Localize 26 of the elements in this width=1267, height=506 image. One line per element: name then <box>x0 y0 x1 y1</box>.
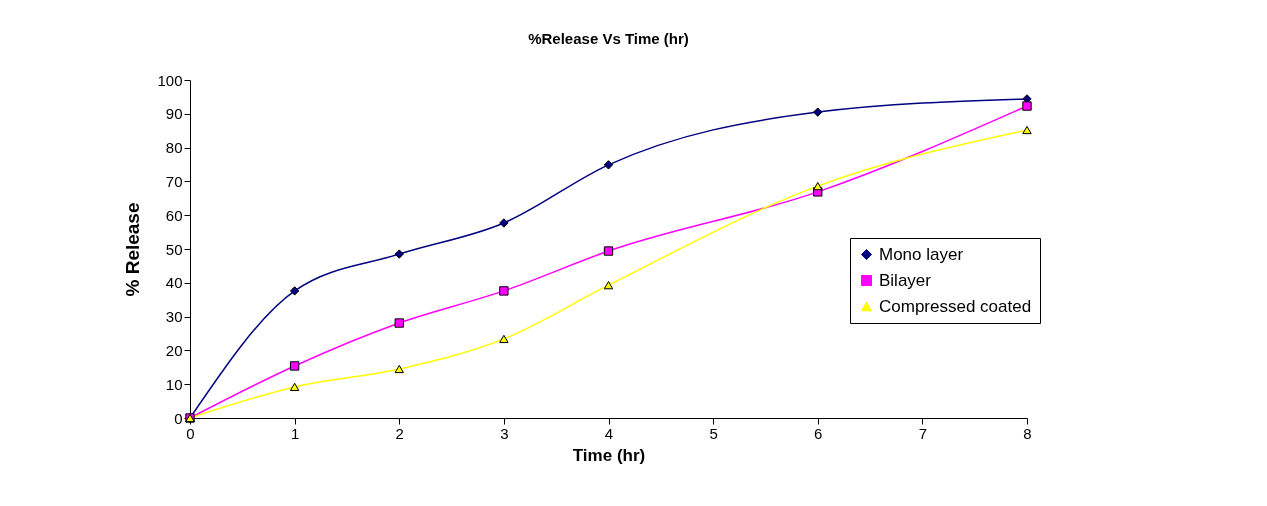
legend-label: Mono layer <box>879 244 964 264</box>
x-tick-label: 0 <box>186 424 195 442</box>
y-tick-label: 20 <box>165 341 183 359</box>
y-tick-label: 30 <box>165 308 183 326</box>
y-tick-label: 40 <box>165 274 183 292</box>
x-axis-title: Time (hr) <box>572 445 646 465</box>
y-tick-label: 100 <box>157 71 183 89</box>
y-tick-label: 70 <box>165 172 183 190</box>
x-tick-label: 6 <box>814 424 823 442</box>
y-tick-label: 0 <box>174 409 183 427</box>
x-tick-label: 5 <box>709 424 718 442</box>
y-tick-label: 90 <box>165 105 183 123</box>
x-tick-label: 1 <box>290 424 300 442</box>
x-tick-label: 7 <box>918 424 928 442</box>
y-tick-label: 60 <box>165 206 183 224</box>
x-tick-label: 3 <box>500 424 509 442</box>
x-tick-label: 4 <box>604 424 614 442</box>
x-tick-label: 8 <box>1023 424 1032 442</box>
y-tick-label: 80 <box>165 139 183 157</box>
legend-label: Compressed coated <box>879 296 1032 316</box>
legend-label: Bilayer <box>879 270 932 290</box>
chart-title: %Release Vs Time (hr) <box>528 30 689 47</box>
y-axis-title: % Release <box>122 202 144 297</box>
y-tick-label: 10 <box>165 375 183 393</box>
y-tick-label: 50 <box>165 240 183 258</box>
x-tick-label: 2 <box>395 424 404 442</box>
